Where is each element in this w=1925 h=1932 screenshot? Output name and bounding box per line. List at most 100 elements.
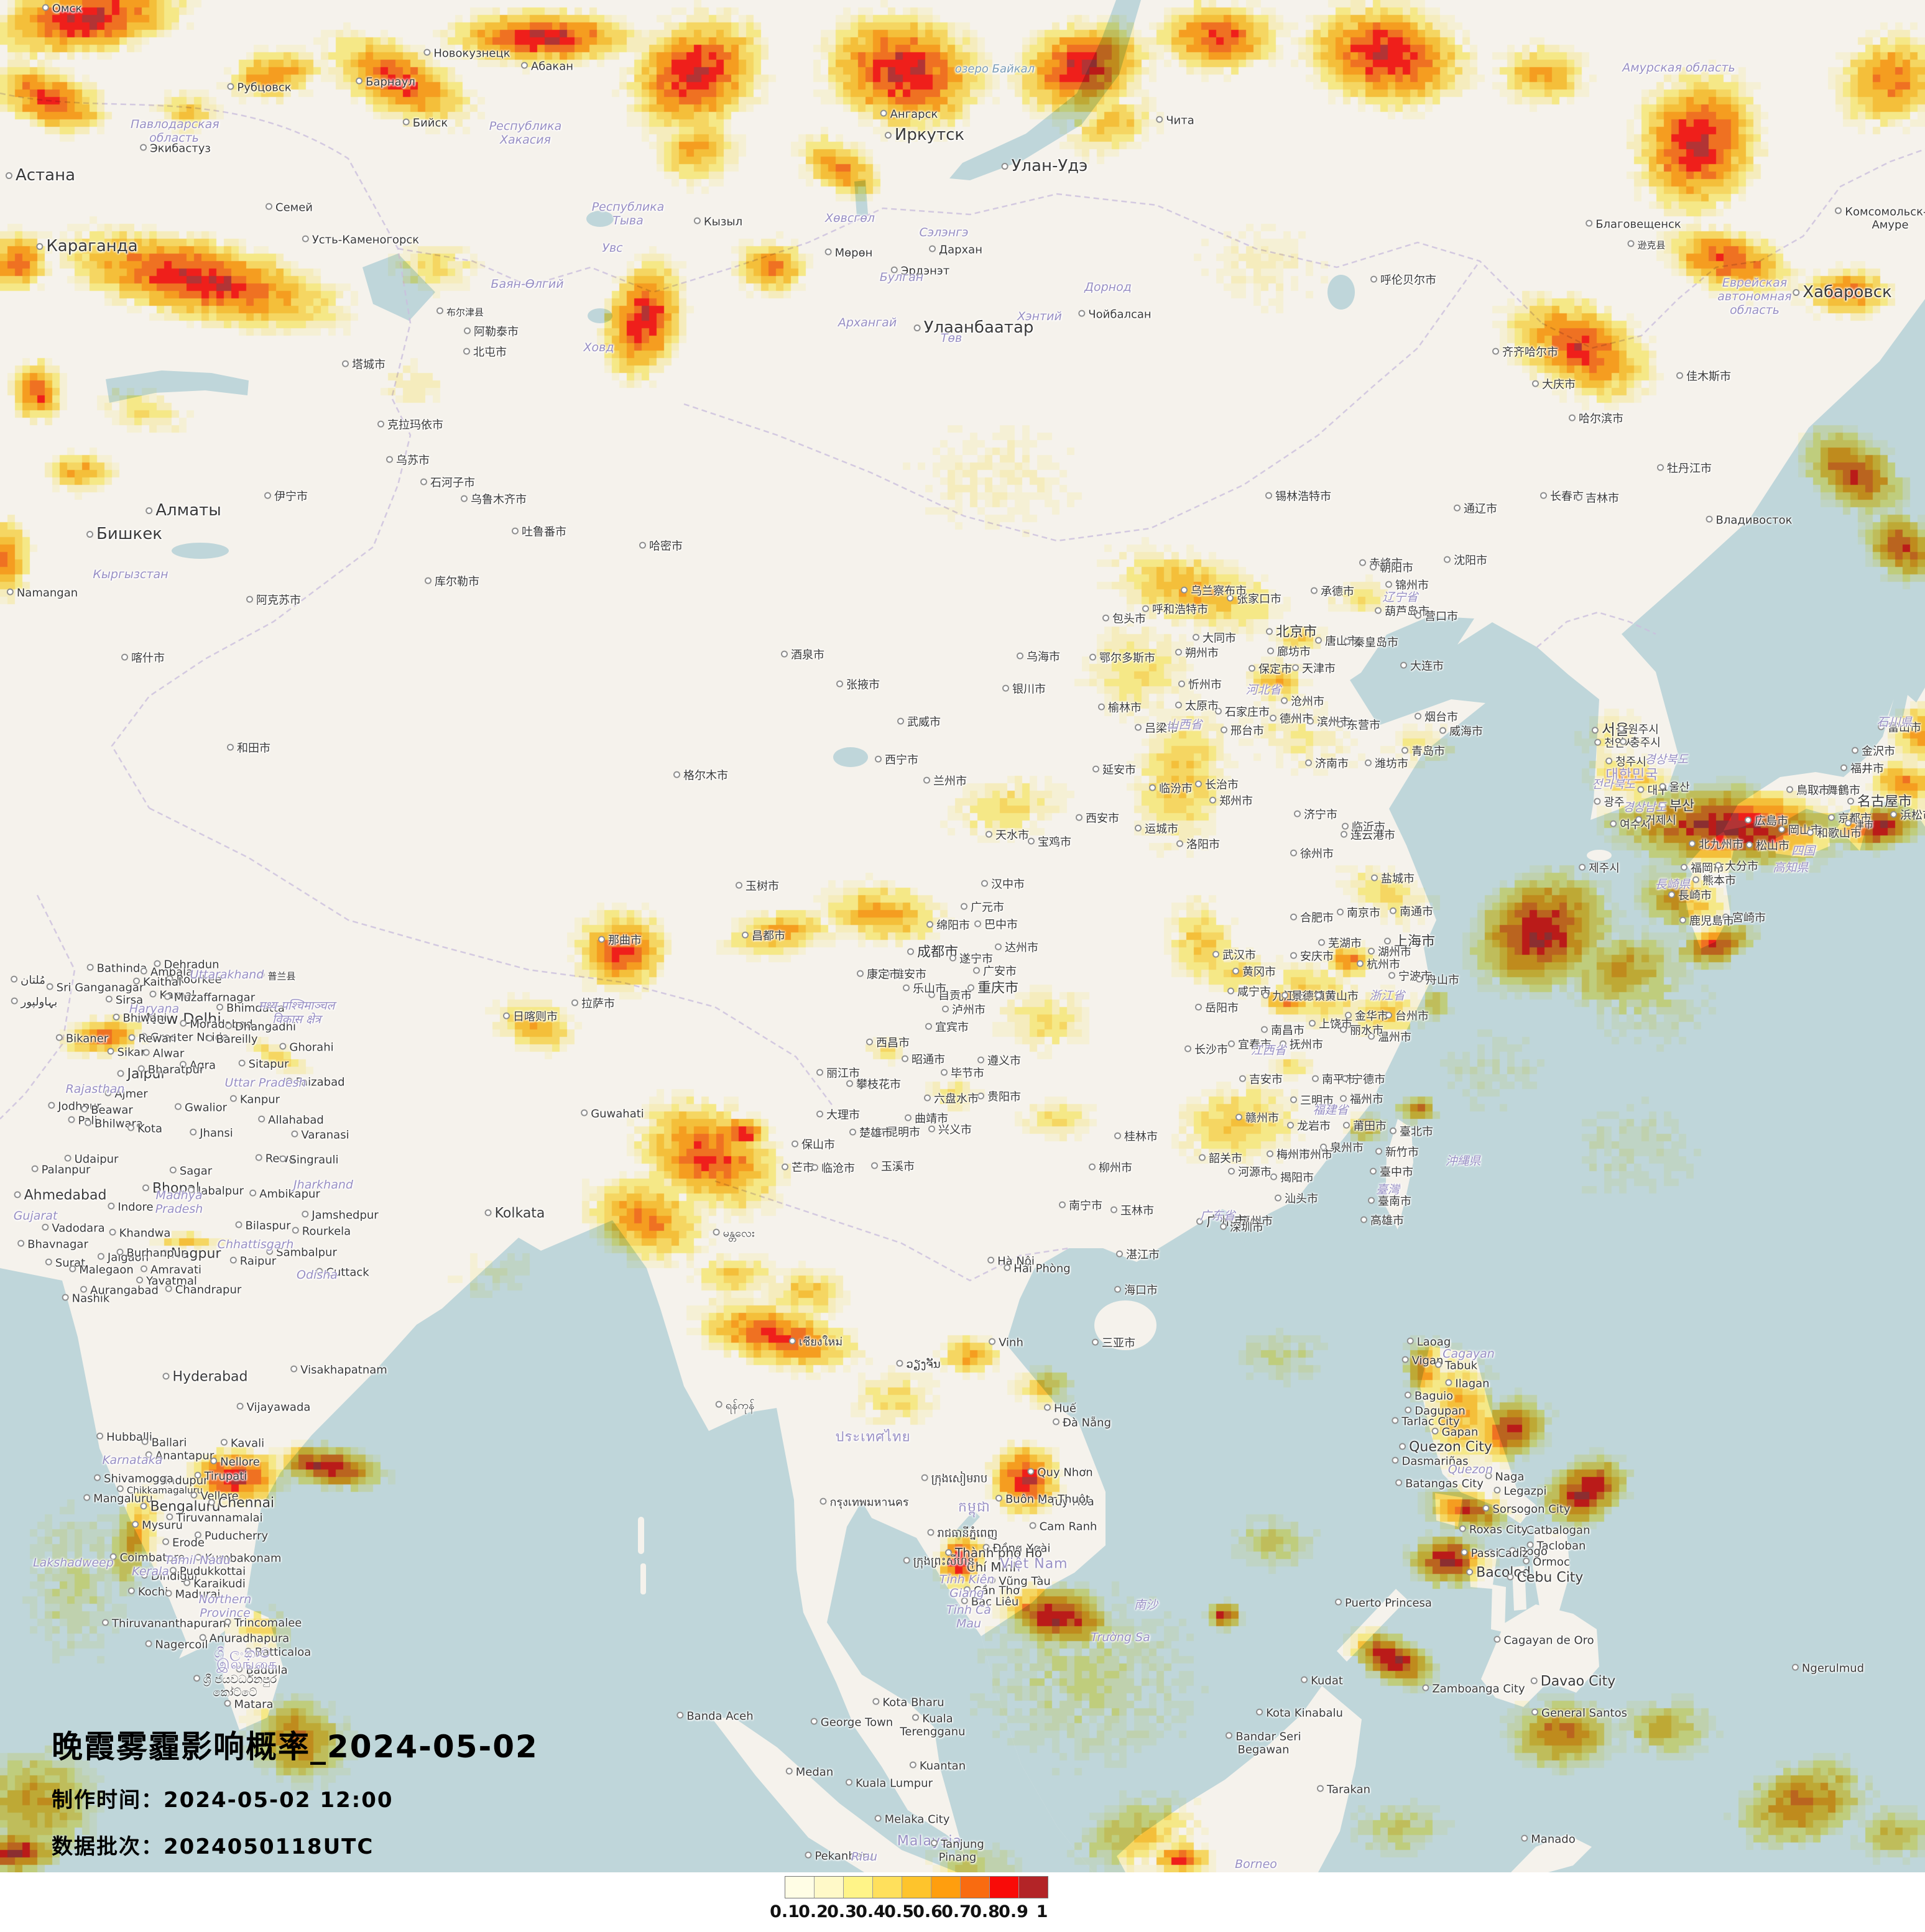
- city-dot: [36, 243, 44, 251]
- city-dot: [1175, 701, 1182, 709]
- city-dot: [1320, 1143, 1327, 1151]
- city-dot: [342, 360, 349, 367]
- city-dot: [1706, 515, 1713, 523]
- map-label: 福建省: [1313, 1103, 1349, 1118]
- map-label: Jhansi: [190, 1127, 233, 1141]
- map-label: 宜宾市: [925, 1021, 969, 1035]
- map-label: Shivamogga: [94, 1473, 173, 1486]
- map-label: 廊坊市: [1267, 646, 1311, 660]
- map-label: 康定市: [857, 968, 900, 982]
- map-label: 三亚市: [1092, 1337, 1135, 1351]
- map-label: Jabalpur: [187, 1185, 244, 1198]
- map-label: 대한민국: [1605, 767, 1659, 783]
- map-label: Хөвсгөл: [824, 211, 875, 226]
- map-label: 包头市: [1102, 613, 1146, 627]
- city-dot: [190, 1128, 197, 1136]
- map-label: 舟山市: [1416, 974, 1459, 988]
- city-dot: [1509, 1547, 1516, 1554]
- city-dot: [1371, 874, 1378, 881]
- map-label: 石河子市: [420, 477, 475, 490]
- city-dot: [912, 1714, 920, 1721]
- city-dot: [1249, 665, 1255, 672]
- map-label: 北屯市: [463, 346, 507, 360]
- map-label: 承德市: [1311, 586, 1354, 599]
- city-dot: [1270, 1173, 1277, 1180]
- product-title: 晚霞雾霾影响概率_2024-05-02: [52, 1729, 538, 1765]
- city-dot: [1657, 464, 1664, 471]
- data-batch: 数据批次：2024050118UTC: [52, 1829, 538, 1860]
- map-label: 广安市: [973, 965, 1017, 979]
- map-label: 長崎県: [1655, 878, 1691, 892]
- map-label: 牡丹江市: [1657, 462, 1712, 476]
- map-label: Ngerulmud: [1791, 1662, 1864, 1676]
- map-label: Tỉnh Cà Mau: [946, 1603, 991, 1631]
- map-label: Thành phố Hồ Chí Minh: [941, 1546, 1046, 1575]
- city-dot: [1400, 661, 1407, 669]
- map-label: 桂林市: [1114, 1131, 1158, 1144]
- map-label: 大理市: [816, 1109, 860, 1123]
- map-label: 和歌山市: [1807, 827, 1862, 841]
- map-label: Indore: [108, 1201, 154, 1215]
- map-label: 名古屋市: [1847, 794, 1912, 809]
- map-label: 喀什市: [121, 652, 165, 666]
- city-dot: [109, 1228, 116, 1236]
- city-dot: [921, 1474, 928, 1481]
- city-dot: [1406, 1337, 1414, 1345]
- map-label: 熊本市: [1692, 875, 1736, 888]
- city-dot: [1422, 1684, 1429, 1691]
- map-label: Batangas City: [1395, 1478, 1484, 1491]
- map-label: Астана: [5, 166, 75, 185]
- map-label: Cagayan: [1443, 1347, 1495, 1361]
- map-label: Pudukkottai: [169, 1565, 246, 1579]
- map-label: Dagupan: [1405, 1405, 1466, 1419]
- map-label: 广元市: [961, 901, 1004, 915]
- map-label: Экибастуз: [140, 142, 211, 156]
- city-dot: [503, 1012, 510, 1019]
- map-label: Visakhapatnam: [290, 1364, 387, 1378]
- map-label: 巴中市: [974, 919, 1018, 932]
- city-dot: [967, 984, 974, 991]
- map-label: 遵义市: [977, 1055, 1021, 1069]
- city-dot: [154, 960, 161, 967]
- city-dot: [227, 83, 234, 90]
- city-dot: [1212, 950, 1219, 958]
- map-label: Kumbakonam: [195, 1552, 282, 1566]
- haze-probability-layer: [0, 0, 1925, 1872]
- map-label: Vadodara: [42, 1222, 105, 1236]
- map-label: 阿克苏市: [246, 594, 301, 608]
- city-dot: [1265, 628, 1273, 635]
- map-label: 여수시: [1610, 819, 1651, 832]
- map-label: Kuantan: [909, 1760, 966, 1773]
- city-dot: [160, 1249, 168, 1257]
- city-dot: [1368, 1197, 1375, 1204]
- map-label: 临汾市: [1149, 783, 1193, 796]
- map-label: 日喀则市: [503, 1011, 558, 1024]
- map-label: 鳥取市: [1786, 784, 1830, 798]
- map-label: Chennai: [208, 1495, 274, 1511]
- city-dot: [194, 1471, 201, 1479]
- map-label: Hải Phòng: [1004, 1263, 1071, 1276]
- city-dot: [1215, 707, 1222, 715]
- city-dot: [982, 1543, 990, 1551]
- city-dot: [923, 776, 930, 784]
- map-label: Sitapur: [238, 1058, 289, 1072]
- map-label: 潍坊市: [1365, 758, 1408, 771]
- city-dot: [1220, 1223, 1227, 1230]
- map-label: កម្ពុជា: [958, 1499, 990, 1516]
- city-dot: [1591, 727, 1599, 734]
- city-dot: [1370, 1167, 1377, 1175]
- city-dot: [132, 977, 140, 985]
- city-dot: [1715, 862, 1722, 869]
- city-dot: [145, 1640, 152, 1647]
- city-dot: [145, 1451, 152, 1458]
- city-dot: [238, 1059, 246, 1067]
- map-label: 绵阳市: [926, 919, 970, 933]
- city-dot: [1618, 725, 1625, 732]
- city-dot: [1114, 1132, 1121, 1139]
- city-dot: [425, 577, 432, 584]
- map-label: 兴义市: [928, 1124, 972, 1138]
- city-dot: [1196, 1218, 1203, 1225]
- city-dot: [1392, 1417, 1399, 1424]
- map-label: Tiruvannamalai: [166, 1512, 263, 1525]
- map-label: Riau: [851, 1850, 878, 1864]
